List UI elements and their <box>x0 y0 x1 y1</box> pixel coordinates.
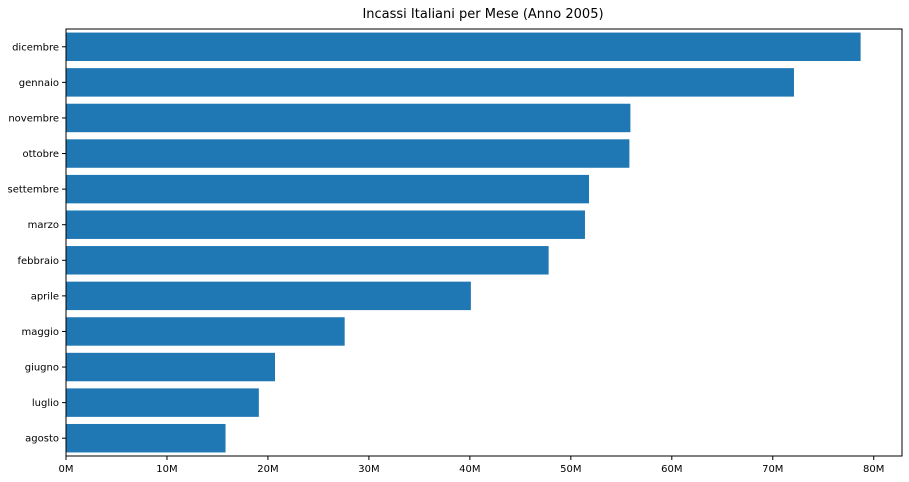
y-tick-label-maggio: maggio <box>22 327 59 338</box>
x-tick-label-7: 70M <box>762 464 783 475</box>
x-axis: 0M 10M 20M 30M 40M 50M 60M 70M 80M <box>59 456 884 475</box>
y-tick-label-aprile: aprile <box>31 291 59 302</box>
bar-aprile <box>66 281 471 311</box>
y-tick-label-luglio: luglio <box>32 398 59 409</box>
y-tick-label-ottobre: ottobre <box>23 149 59 160</box>
x-tick-label-0: 0M <box>59 464 74 475</box>
bar-maggio <box>66 317 345 346</box>
y-tick-label-dicembre: dicembre <box>12 42 59 53</box>
y-tick-label-settembre: settembre <box>8 185 60 196</box>
bar-giugno <box>66 352 275 382</box>
bar-gennaio <box>66 68 794 97</box>
x-tick-label-1: 10M <box>156 464 177 475</box>
bar-marzo <box>66 210 585 239</box>
bars-layer <box>66 32 861 453</box>
x-tick-label-6: 60M <box>661 464 682 475</box>
bar-luglio <box>66 388 259 417</box>
plot-area-frame <box>65 28 903 457</box>
x-tick-label-4: 40M <box>459 464 480 475</box>
bar-dicembre <box>66 32 861 62</box>
y-tick-label-febbraio: febbraio <box>17 256 59 267</box>
bar-febbraio <box>66 246 549 275</box>
y-tick-label-novembre: novembre <box>8 113 59 124</box>
bar-ottobre <box>66 139 630 168</box>
bar-agosto <box>66 423 226 453</box>
x-tick-label-8: 80M <box>863 464 884 475</box>
bar-settembre <box>66 174 590 204</box>
x-tick-label-3: 30M <box>358 464 379 475</box>
y-tick-label-marzo: marzo <box>28 220 59 231</box>
bar-novembre <box>66 103 631 133</box>
chart-title: Incassi Italiani per Mese (Anno 2005) <box>362 7 603 22</box>
y-tick-label-gennaio: gennaio <box>19 78 59 89</box>
x-tick-label-2: 20M <box>257 464 278 475</box>
x-tick-label-5: 50M <box>560 464 581 475</box>
y-tick-label-agosto: agosto <box>25 434 59 445</box>
y-axis: dicembre gennaio novembre ottobre settembre m… <box>8 42 66 445</box>
y-tick-label-giugno: giugno <box>25 363 59 374</box>
